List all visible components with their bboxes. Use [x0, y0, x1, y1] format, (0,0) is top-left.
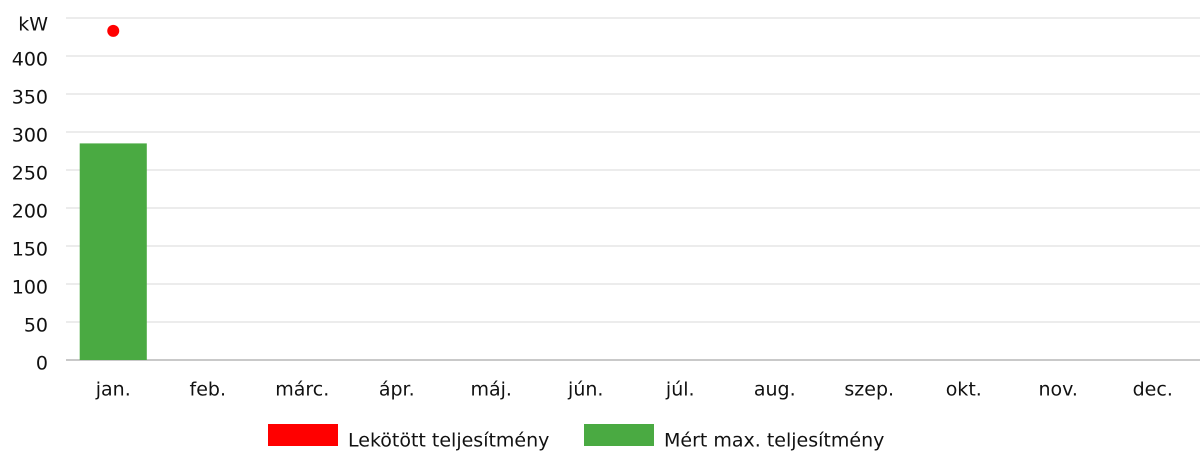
y-tick-label: 50 [24, 315, 48, 337]
y-tick-label: 300 [12, 125, 48, 147]
x-tick-label: feb. [190, 379, 226, 401]
y-tick-label: 100 [12, 277, 48, 299]
legend-swatch [268, 424, 338, 446]
x-tick-label: szep. [844, 379, 894, 401]
bar [79, 143, 147, 360]
x-tick-label: júl. [665, 379, 695, 401]
x-tick-label: ápr. [379, 379, 415, 401]
x-tick-label: jan. [95, 379, 131, 401]
x-tick-label: dec. [1133, 379, 1173, 401]
y-tick-label: 150 [12, 239, 48, 261]
y-tick-label: 400 [12, 49, 48, 71]
x-tick-label: máj. [471, 379, 512, 401]
y-tick-label: 250 [12, 163, 48, 185]
point [107, 24, 120, 37]
x-tick-label: márc. [275, 379, 329, 401]
y-tick-label: kW [18, 14, 48, 36]
legend-label: Lekötött teljesítmény [348, 430, 549, 452]
y-tick-label: 350 [12, 87, 48, 109]
legend-label: Mért max. teljesítmény [664, 430, 884, 452]
y-tick-label: 0 [36, 353, 48, 375]
x-tick-label: okt. [946, 379, 982, 401]
x-tick-label: aug. [754, 379, 796, 401]
legend-swatch [584, 424, 654, 446]
y-tick-label: 200 [12, 201, 48, 223]
x-tick-label: nov. [1039, 379, 1078, 401]
x-tick-label: jún. [567, 379, 603, 401]
